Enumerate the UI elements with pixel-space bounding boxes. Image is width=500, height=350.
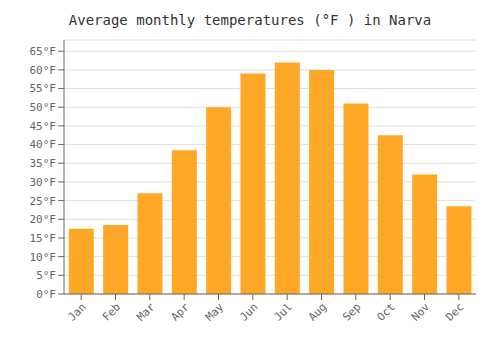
svg-text:40°F: 40°F — [30, 138, 57, 151]
svg-text:65°F: 65°F — [30, 45, 57, 58]
svg-text:Oct: Oct — [375, 300, 398, 323]
html-text:Average monthly temperatures (: Average monthly temperatures (°F ) in Na… — [68, 12, 432, 28]
svg-text:45°F: 45°F — [30, 120, 57, 133]
svg-text:30°F: 30°F — [30, 176, 57, 189]
svg-text:10°F: 10°F — [30, 251, 57, 264]
svg-text:Aug: Aug — [306, 300, 329, 323]
svg-text:55°F: 55°F — [30, 82, 57, 95]
svg-text:Apr: Apr — [169, 300, 193, 324]
svg-text:5°F: 5°F — [36, 269, 56, 282]
svg-text:60°F: 60°F — [30, 64, 57, 77]
svg-text:25°F: 25°F — [30, 195, 57, 208]
svg-text:Sep: Sep — [340, 300, 363, 323]
svg-text:Jul: Jul — [272, 300, 295, 323]
svg-text:May: May — [203, 300, 227, 324]
svg-text:20°F: 20°F — [30, 213, 57, 226]
svg-text:Nov: Nov — [409, 300, 433, 324]
svg-text:Jan: Jan — [66, 300, 89, 323]
svg-text:Feb: Feb — [100, 300, 123, 323]
svg-text:Dec: Dec — [443, 300, 466, 323]
svg-text:Jun: Jun — [237, 300, 260, 323]
svg-text:35°F: 35°F — [30, 157, 57, 170]
svg-text:Mar: Mar — [134, 300, 158, 324]
svg-text:0°F: 0°F — [36, 288, 56, 301]
svg-text:50°F: 50°F — [30, 101, 57, 114]
svg-text:15°F: 15°F — [30, 232, 57, 245]
